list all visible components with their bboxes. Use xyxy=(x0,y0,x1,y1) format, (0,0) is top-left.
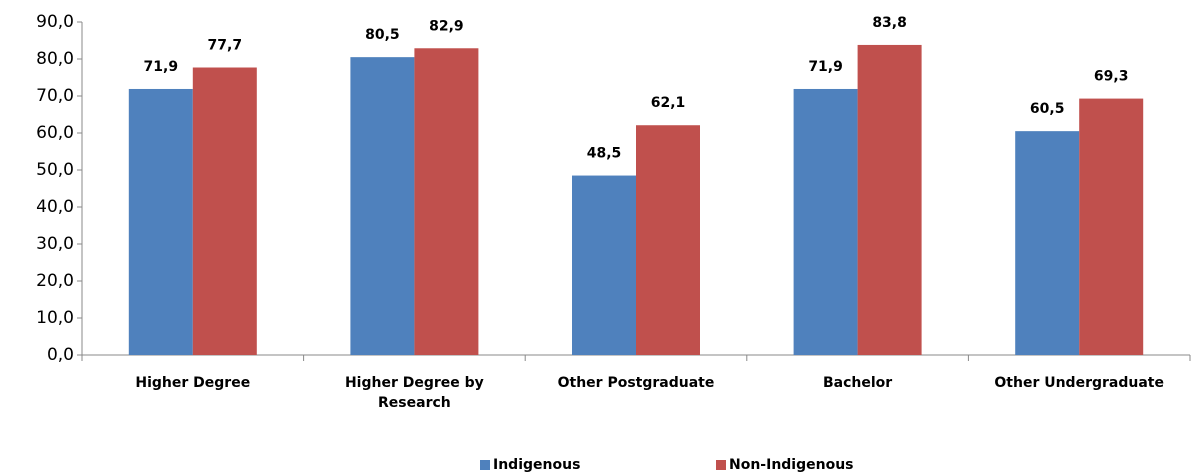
y-tick-label: 20,0 xyxy=(36,271,74,291)
x-tick-label: Bachelor xyxy=(823,375,892,391)
value-label: 62,1 xyxy=(651,95,686,111)
x-tick-label: Higher Degree by Research xyxy=(345,375,484,411)
y-tick-label: 10,0 xyxy=(36,308,74,328)
bar xyxy=(793,88,858,355)
value-label: 71,9 xyxy=(808,59,843,75)
value-label: 48,5 xyxy=(587,146,622,162)
y-tick-label: 30,0 xyxy=(36,234,74,254)
x-tick-label: Other Undergraduate xyxy=(994,375,1164,391)
value-label: 60,5 xyxy=(1030,101,1065,117)
legend-label: Non-Indigenous xyxy=(729,457,854,473)
bar xyxy=(414,48,479,356)
value-label: 83,8 xyxy=(872,15,907,31)
bar xyxy=(1079,98,1144,355)
y-tick-label: 40,0 xyxy=(36,197,74,217)
legend-swatch xyxy=(480,460,490,470)
legend-label: Indigenous xyxy=(493,457,580,473)
bar xyxy=(636,125,700,355)
bar xyxy=(192,67,257,355)
y-tick-label: 70,0 xyxy=(36,86,74,106)
value-label: 71,9 xyxy=(144,59,179,75)
value-label: 77,7 xyxy=(208,38,243,54)
bar xyxy=(572,175,636,355)
bar xyxy=(350,57,415,356)
value-label: 69,3 xyxy=(1094,69,1129,85)
x-tick-label: Other Postgraduate xyxy=(558,375,715,391)
value-label: 82,9 xyxy=(429,18,464,34)
value-label: 80,5 xyxy=(365,27,400,43)
y-tick-label: 50,0 xyxy=(36,160,74,180)
y-tick-label: 60,0 xyxy=(36,123,74,143)
bar xyxy=(128,88,193,355)
y-tick-label: 90,0 xyxy=(36,12,74,32)
y-tick-label: 80,0 xyxy=(36,49,74,69)
x-tick-label: Higher Degree xyxy=(135,375,250,391)
y-tick-label: 0,0 xyxy=(47,345,74,365)
bar xyxy=(1015,131,1080,355)
legend-swatch xyxy=(716,460,726,470)
bar xyxy=(857,44,922,355)
